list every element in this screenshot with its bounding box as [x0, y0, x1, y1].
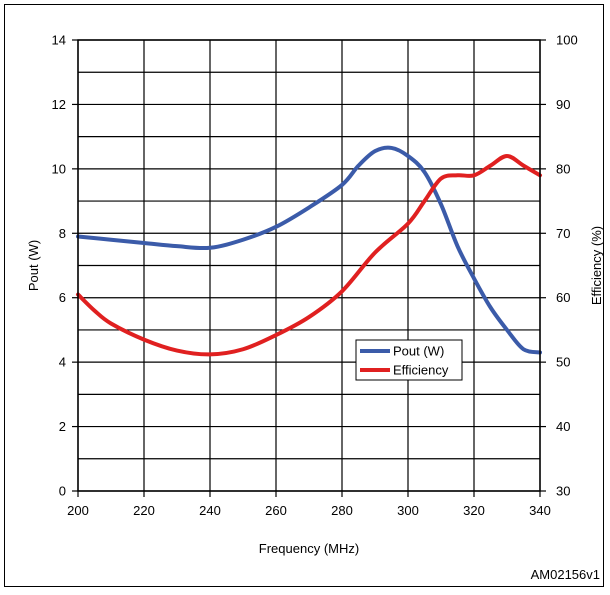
legend: Pout (W) Efficiency: [355, 339, 463, 381]
y2-axis-title: Efficiency (%): [589, 226, 604, 305]
legend-label-pout: Pout (W): [393, 344, 444, 359]
series-lines: [76, 145, 542, 357]
y2-tick-label-0: 30: [556, 484, 570, 499]
y2-tick-label-7: 100: [556, 33, 578, 48]
y2-tick-label-1: 40: [556, 419, 570, 434]
y2-tick-label-6: 90: [556, 97, 570, 112]
y-tick-label-2: 4: [59, 355, 66, 370]
y2-tick-label-2: 50: [556, 355, 570, 370]
x-tick-label-0: 200: [67, 503, 89, 518]
y2-tick-label-3: 60: [556, 290, 570, 305]
grid-lines: [77, 39, 541, 492]
x-tick-label-1: 220: [133, 503, 155, 518]
series-line-efficiency: [76, 153, 542, 357]
x-tick-label-4: 280: [331, 503, 353, 518]
x-tick-label-6: 320: [463, 503, 485, 518]
y2-tick-label-4: 70: [556, 226, 570, 241]
chart-frame: [4, 4, 604, 587]
y-tick-label-4: 8: [59, 226, 66, 241]
figure-id: AM02156v1: [531, 567, 600, 582]
y-axis-title: Pout (W): [26, 240, 41, 291]
y-tick-label-7: 14: [52, 33, 66, 48]
y-tick-label-5: 10: [52, 161, 66, 176]
y-tick-label-1: 2: [59, 419, 66, 434]
y-tick-label-0: 0: [59, 484, 66, 499]
x-tick-label-7: 340: [529, 503, 551, 518]
plot-area-border: [77, 39, 541, 492]
x-tick-label-3: 260: [265, 503, 287, 518]
x-tick-label-2: 240: [199, 503, 221, 518]
y-tick-label-3: 6: [59, 290, 66, 305]
series-line-pout: [76, 145, 542, 355]
legend-box: [355, 339, 463, 381]
y2-tick-label-5: 80: [556, 161, 570, 176]
x-axis-title: Frequency (MHz): [259, 541, 359, 556]
legend-label-efficiency: Efficiency: [393, 363, 449, 378]
x-tick-label-5: 300: [397, 503, 419, 518]
axes: 0 2 4 6 8 10 12 14 30 40 50 60 70 80 90 100 200 220 240 260…: [52, 33, 578, 519]
y-tick-label-6: 12: [52, 97, 66, 112]
